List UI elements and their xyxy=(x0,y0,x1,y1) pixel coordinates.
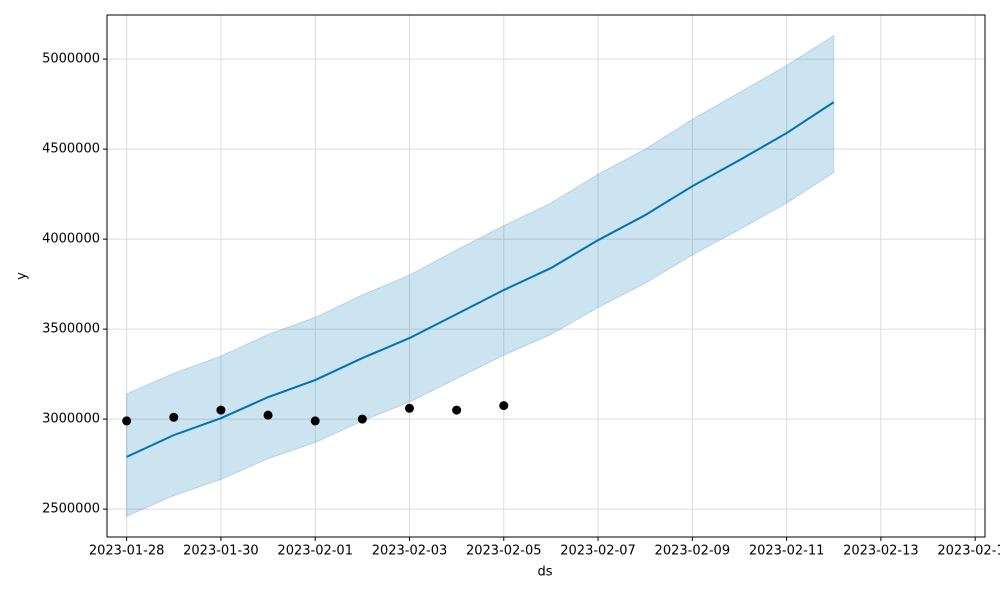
observed-point xyxy=(452,405,462,415)
observed-point xyxy=(499,401,509,411)
x-tick-label: 2023-02-15 xyxy=(937,544,1000,559)
x-tick-label: 2023-02-09 xyxy=(655,544,731,559)
y-tick-label: 3000000 xyxy=(42,412,100,427)
observed-point xyxy=(169,412,179,422)
observed-point xyxy=(357,414,367,424)
x-tick-label: 2023-02-11 xyxy=(749,544,825,559)
observed-point xyxy=(404,403,414,413)
y-tick-label: 2500000 xyxy=(42,502,100,517)
x-tick-label: 2023-02-01 xyxy=(277,544,353,559)
uncertainty-band xyxy=(126,34,835,518)
y-tick-label: 5000000 xyxy=(42,52,100,67)
x-tick-label: 2023-01-28 xyxy=(89,544,165,559)
y-axis-label: y xyxy=(15,272,30,280)
x-tick-label: 2023-02-05 xyxy=(466,544,542,559)
observed-point xyxy=(122,416,132,426)
x-tick-label: 2023-02-07 xyxy=(560,544,636,559)
forecast-line xyxy=(126,101,835,458)
x-tick-label: 2023-02-03 xyxy=(372,544,448,559)
x-tick-label: 2023-01-30 xyxy=(183,544,259,559)
observed-point xyxy=(216,405,226,415)
x-axis-label: ds xyxy=(537,565,552,580)
y-tick-label: 4000000 xyxy=(42,232,100,247)
observed-point xyxy=(263,410,273,420)
y-tick-label: 3500000 xyxy=(42,322,100,337)
observed-point xyxy=(310,416,320,426)
x-tick-label: 2023-02-13 xyxy=(843,544,919,559)
y-tick-label: 4500000 xyxy=(42,142,100,157)
plot-frame xyxy=(106,14,986,538)
